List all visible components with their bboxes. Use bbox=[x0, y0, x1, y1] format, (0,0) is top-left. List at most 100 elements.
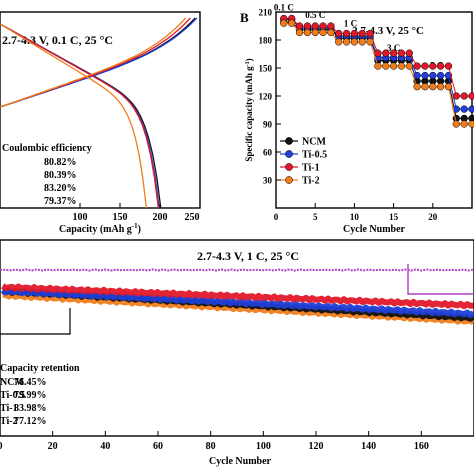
panel-c-x-tick-label: 0 bbox=[0, 441, 3, 452]
panel-a-efficiency-ti2: 79.37% bbox=[44, 196, 77, 207]
panel-b-legend: NCM Ti-0.5 Ti-1 Ti-2 bbox=[280, 137, 327, 187]
panel-b-y-tick-label: 60 bbox=[263, 148, 273, 158]
panel-b-y-tick-label: 30 bbox=[263, 176, 273, 186]
rate-point-ti1 bbox=[335, 29, 343, 38]
rate-point-ti2 bbox=[405, 62, 413, 70]
charge-curve-ti2 bbox=[0, 17, 187, 108]
rate-point-ti1 bbox=[397, 49, 406, 57]
panel-c-retention-ti2: 77.12% bbox=[14, 416, 47, 427]
discharge-curve-ti2 bbox=[0, 23, 148, 209]
panel-c-x-tick-label: 20 bbox=[48, 441, 58, 452]
rate-point-ti2 bbox=[327, 28, 335, 37]
rate-label: 3 C bbox=[387, 43, 400, 53]
rate-point-ti1 bbox=[319, 22, 327, 30]
panel-a-x-axis-label: Capacity (mAh g-1) bbox=[59, 222, 141, 235]
rate-point-ti1 bbox=[311, 22, 319, 30]
panel-c-retention-ti05: 79.99% bbox=[14, 390, 47, 401]
panel-a-x-tick-label: 150 bbox=[113, 212, 128, 223]
rate-point-ti2 bbox=[311, 28, 319, 37]
charge-curve-ti05 bbox=[0, 17, 198, 108]
legend-label-ti1: Ti-1 bbox=[302, 163, 320, 174]
panel-a-efficiency-ti1: 83.20% bbox=[44, 183, 77, 194]
panel-c-x-axis-label: Cycle Number bbox=[209, 456, 271, 467]
rate-point-ti2 bbox=[303, 28, 312, 37]
panel-c-x-tick-label: 160 bbox=[414, 441, 429, 452]
rate-point-ti1 bbox=[374, 49, 382, 57]
rate-point-ti1 bbox=[382, 49, 390, 57]
rate-point-ti05 bbox=[468, 105, 474, 113]
legend-marker-ti2 bbox=[285, 176, 293, 184]
rate-point-ti1 bbox=[358, 29, 366, 38]
panel-c-x-tick-label: 100 bbox=[256, 441, 271, 452]
legend-label-ti05: Ti-0.5 bbox=[302, 150, 327, 161]
rate-point-ti2 bbox=[460, 120, 468, 128]
panel-a-table-title: Coulombic efficiency bbox=[2, 143, 92, 154]
charge-curve-ti1 bbox=[0, 17, 191, 108]
rate-point-ti2 bbox=[382, 62, 390, 70]
panel-b-x-tick-label: 20 bbox=[428, 212, 438, 222]
rate-point-ti2 bbox=[350, 38, 359, 46]
panel-c-retention-ncm: 76.45% bbox=[14, 377, 47, 388]
panel-c-x-tick-label: 80 bbox=[206, 441, 216, 452]
rate-point-ti1 bbox=[389, 49, 398, 57]
rate-point-ti2 bbox=[374, 62, 382, 70]
rate-point-ti2 bbox=[366, 38, 374, 46]
rate-point-ti2 bbox=[295, 28, 304, 37]
panel-b-y-tick-label: 120 bbox=[259, 92, 273, 102]
rate-point-ti2 bbox=[358, 38, 366, 46]
cycle-curve-ti05 bbox=[0, 287, 474, 318]
panel-c-x-tick-label: 120 bbox=[309, 441, 324, 452]
panel-a-x-tick-label: 100 bbox=[73, 212, 88, 223]
charge-curve-ncm bbox=[0, 17, 196, 108]
panel-a-x-tick-label: 250 bbox=[185, 212, 200, 223]
panel-b-x-tick-label: 5 bbox=[313, 212, 318, 222]
panel-a-efficiency-ncm: 80.82% bbox=[44, 157, 77, 168]
legend-label-ti2: Ti-2 bbox=[302, 176, 320, 187]
panel-c-condition: 2.7-4.3 V, 1 C, 25 °C bbox=[197, 249, 299, 263]
rate-point-ti1 bbox=[413, 62, 421, 70]
rate-point-ti05 bbox=[460, 105, 468, 113]
discharge-curve-ncm bbox=[0, 23, 162, 209]
rate-point-ti1 bbox=[342, 29, 351, 38]
panel-c-retention-name-ti05: Ti-0.5 bbox=[0, 390, 25, 401]
panel-b-rate-labels: 0.1 C 0.5 C 1 C 3 C 5 C bbox=[274, 3, 444, 71]
panel-a-x-tick-label: 200 bbox=[153, 212, 168, 223]
rate-point-ti1 bbox=[421, 62, 429, 70]
panel-c-curves bbox=[0, 268, 474, 325]
rate-point-ti2 bbox=[342, 38, 351, 46]
panel-c-capacity-axis-arrow bbox=[0, 308, 71, 335]
rate-point-ti2 bbox=[436, 83, 445, 91]
rate-point-ti05 bbox=[421, 71, 429, 80]
legend-marker-ti1 bbox=[285, 163, 293, 171]
panel-c-frame bbox=[0, 239, 474, 437]
rate-label: 0.1 C bbox=[274, 3, 294, 13]
legend-label-ncm: NCM bbox=[302, 137, 326, 148]
panel-a-x-ticks: 100 150 200 250 bbox=[73, 203, 201, 223]
panel-b-x-tick-label: 10 bbox=[350, 212, 360, 222]
rate-label: 1 C bbox=[344, 19, 357, 29]
panel-c-x-tick-label: 60 bbox=[153, 441, 163, 452]
rate-point-ti2 bbox=[397, 62, 406, 70]
panel-c-retention-name-ti2: Ti-2 bbox=[0, 416, 18, 427]
rate-point-ti2 bbox=[421, 83, 429, 91]
panel-c-retention-ti1: 83.98% bbox=[14, 403, 47, 414]
rate-point-ti05 bbox=[436, 71, 445, 80]
panel-b-x-tick-label: 0 bbox=[274, 212, 279, 222]
rate-point-ti2 bbox=[444, 83, 453, 91]
panel-b-y-tick-label: 180 bbox=[259, 36, 273, 46]
rate-point-ti1 bbox=[444, 62, 453, 70]
rate-point-ti2 bbox=[335, 38, 343, 46]
legend-marker-ti05 bbox=[285, 150, 293, 158]
panel-b-y-tick-label: 90 bbox=[263, 120, 273, 130]
rate-point-ti1 bbox=[468, 92, 474, 100]
panel-b-y-tick-label: 150 bbox=[259, 64, 273, 74]
cycle-curve-ti1 bbox=[1, 283, 474, 310]
panel-b-x-tick-label: 15 bbox=[389, 212, 399, 222]
rate-point-ti2 bbox=[429, 83, 437, 91]
rate-point-ti1 bbox=[452, 92, 460, 100]
panel-a-condition: 2.7-4.3 V, 0.1 C, 25 °C bbox=[2, 33, 113, 47]
rate-point-ti2 bbox=[319, 28, 327, 37]
rate-point-ti1 bbox=[303, 22, 312, 30]
rate-point-ti1 bbox=[295, 22, 304, 30]
